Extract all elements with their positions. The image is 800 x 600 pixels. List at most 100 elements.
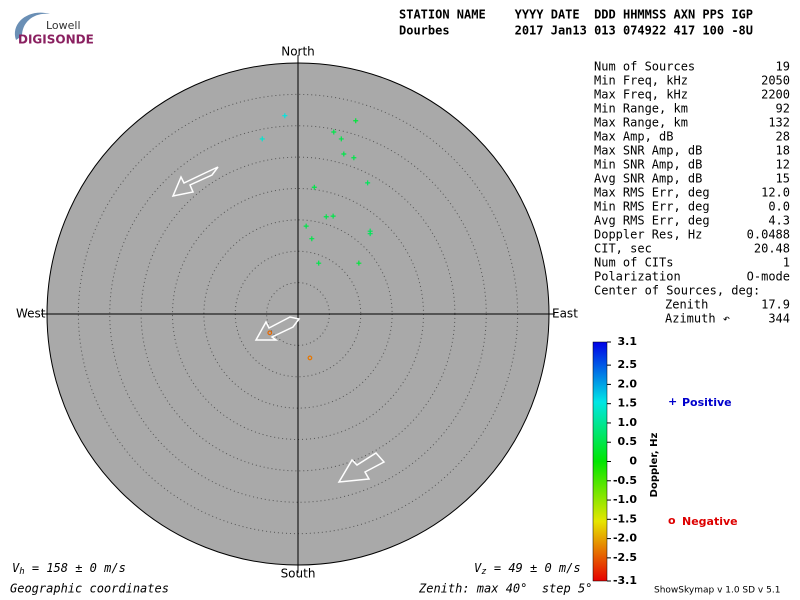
- colorbar-tick-label: 3.1: [618, 335, 638, 348]
- stat-label: Min Range, km: [594, 102, 688, 116]
- stat-value: 4.3: [768, 214, 790, 228]
- stat-label: Max Amp, dB: [594, 130, 673, 144]
- vz-symbol: V: [474, 561, 482, 575]
- colorbar-tick-label: -1.5: [613, 512, 637, 525]
- stat-label: Max RMS Err, deg: [594, 186, 710, 200]
- velocity-arrows: [171, 166, 386, 483]
- source-positive: [259, 136, 265, 142]
- polar-plot: North South West East: [16, 45, 578, 581]
- logo-top: Lowell: [46, 19, 81, 32]
- source-positive: [351, 155, 357, 161]
- colorbar-tick-label: -2.0: [613, 532, 637, 545]
- stat-label: Avg RMS Err, deg: [594, 214, 710, 228]
- colorbar-tick-label: 2.0: [618, 377, 638, 390]
- header-line: Dourbes 2017 Jan13 013 074922 417 100 -8…: [399, 24, 753, 38]
- stat-value: 344: [768, 312, 790, 326]
- arrow: [254, 316, 301, 341]
- stat-label: Polarization: [594, 270, 681, 284]
- colorbar-tick-label: 1.5: [618, 397, 638, 410]
- stat-label: Center of Sources, deg:: [594, 284, 760, 298]
- colorbar-scale: [592, 341, 608, 582]
- colorbar: 3.1 2.5 2.0 1.5 1.0 0.5 0 -0.5 -1.0 -1.5 -2.0 -2.5 -…: [592, 335, 738, 587]
- stat-label: Num of Sources: [594, 60, 695, 74]
- stat-value: 12.0: [761, 186, 790, 200]
- colorbar-tick-label: 2.5: [618, 358, 638, 371]
- source-positive: [338, 136, 344, 142]
- stat-label: CIT, sec: [594, 242, 652, 256]
- source-positive: [282, 113, 288, 119]
- source-positive: [311, 184, 317, 190]
- source-negative: [307, 355, 313, 361]
- colorbar-tick-label: -3.1: [613, 574, 637, 587]
- source-positive: [323, 214, 329, 220]
- stat-value: 17.9: [761, 298, 790, 312]
- source-positive: [353, 118, 359, 124]
- stat-label: Max SNR Amp, dB: [594, 144, 702, 158]
- arrow: [337, 452, 386, 483]
- stat-label: Doppler Res, Hz: [594, 228, 702, 242]
- source-positive: [330, 213, 336, 219]
- stat-label: Avg SNR Amp, dB: [594, 172, 702, 186]
- colorbar-tick-label: -1.0: [613, 493, 637, 506]
- stat-label: Min Freq, kHz: [594, 74, 688, 88]
- source-positive: [303, 223, 309, 229]
- vz-text: = 49 ± 0 m/s: [487, 561, 581, 575]
- statistics: Num of Sources 19 Min Freq, kHz 2050 Max Fre…: [594, 60, 790, 326]
- stat-label: Num of CITs: [594, 256, 673, 270]
- stat-value: 0.0488: [747, 228, 790, 242]
- stat-value: 1: [783, 256, 790, 270]
- source-negative: [267, 330, 273, 336]
- direction-label: East: [552, 307, 578, 321]
- stat-value: 2200: [761, 88, 790, 102]
- stat-label: Min RMS Err, deg: [594, 200, 710, 214]
- stat-label: Azimuth ↶: [665, 312, 730, 326]
- stat-value: 92: [776, 102, 790, 116]
- colorbar-tick-label: 0.5: [618, 435, 638, 448]
- version: ShowSkymap v 1.0 SD v 5.1: [654, 586, 780, 596]
- source-positive: [331, 129, 337, 135]
- source-positive: [367, 231, 373, 237]
- zenith-info: Zenith: max 40° step 5°: [418, 582, 592, 596]
- legend-label: Negative: [682, 515, 738, 528]
- stat-value: O-mode: [747, 270, 790, 284]
- vz-sub: z: [481, 567, 486, 577]
- source-positive: [341, 151, 347, 157]
- source-positive: [365, 180, 371, 186]
- legend-label: Positive: [682, 396, 732, 409]
- stat-value: 18: [776, 144, 790, 158]
- logo-swoosh: [14, 12, 50, 40]
- stat-label: Max Range, km: [594, 116, 688, 130]
- source-positive: [309, 236, 315, 242]
- source-positive: [316, 260, 322, 266]
- stat-value: 2050: [761, 74, 790, 88]
- stat-value: 20.48: [754, 242, 790, 256]
- colorbar-tick-label: -0.5: [613, 474, 637, 487]
- header-line: STATION NAME YYYY DATE DDD HHMMSS AXN PP…: [399, 8, 753, 22]
- stat-value: 132: [768, 116, 790, 130]
- direction-label: North: [281, 45, 315, 59]
- source-positive: [356, 260, 362, 266]
- stat-value: 28: [776, 130, 790, 144]
- stat-value: 19: [776, 60, 790, 74]
- vh-symbol: V: [12, 561, 20, 575]
- direction-label: South: [281, 567, 316, 581]
- logo: Lowell DIGISONDE: [14, 12, 94, 47]
- vh-sub: h: [19, 567, 24, 577]
- vh-text: = 158 ± 0 m/s: [25, 561, 126, 575]
- legend-symbol: +: [668, 395, 677, 408]
- colorbar-title: Doppler, Hz: [649, 433, 660, 498]
- stat-label: Zenith: [665, 298, 708, 312]
- legend-symbol: o: [668, 514, 676, 527]
- stat-label: Max Freq, kHz: [594, 88, 688, 102]
- vz: Vz = 49 ± 0 m/s: [474, 561, 581, 577]
- arrow: [171, 166, 219, 198]
- stat-label: Min SNR Amp, dB: [594, 158, 702, 172]
- colorbar-tick-label: 1.0: [618, 416, 638, 429]
- logo-bottom: DIGISONDE: [18, 33, 94, 47]
- stat-value: 0.0: [768, 200, 790, 214]
- coordinates: Geographic coordinates: [10, 582, 169, 596]
- stat-value: 12: [776, 158, 790, 172]
- stat-value: 15: [776, 172, 790, 186]
- colorbar-tick-label: 0: [629, 455, 637, 468]
